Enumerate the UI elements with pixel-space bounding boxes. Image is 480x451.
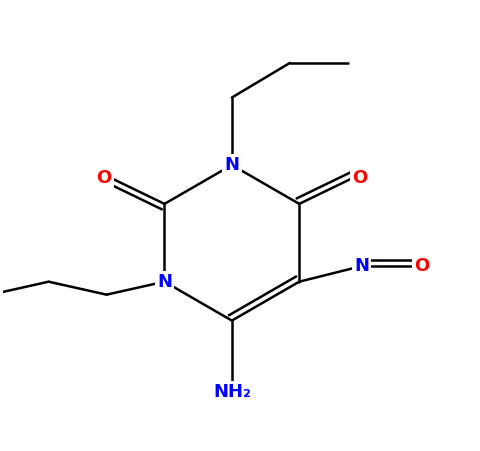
Text: O: O <box>96 169 111 187</box>
Text: N: N <box>224 156 239 174</box>
Text: N: N <box>156 273 172 291</box>
Text: NH₂: NH₂ <box>213 383 250 401</box>
Text: N: N <box>353 257 368 275</box>
Text: O: O <box>413 257 429 275</box>
Text: O: O <box>351 169 367 187</box>
